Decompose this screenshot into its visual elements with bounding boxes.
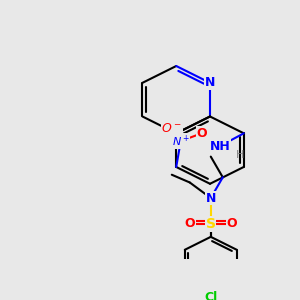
Text: N: N bbox=[205, 76, 215, 89]
Text: NH: NH bbox=[209, 140, 230, 153]
Text: O: O bbox=[184, 218, 195, 230]
Text: O: O bbox=[226, 218, 237, 230]
Text: H: H bbox=[236, 150, 244, 160]
Text: Cl: Cl bbox=[204, 291, 218, 300]
Text: S: S bbox=[206, 217, 216, 231]
Text: $O^-$: $O^-$ bbox=[161, 122, 182, 135]
Text: O: O bbox=[196, 127, 207, 140]
Text: $N^+$: $N^+$ bbox=[172, 134, 190, 149]
Text: N: N bbox=[206, 191, 216, 205]
